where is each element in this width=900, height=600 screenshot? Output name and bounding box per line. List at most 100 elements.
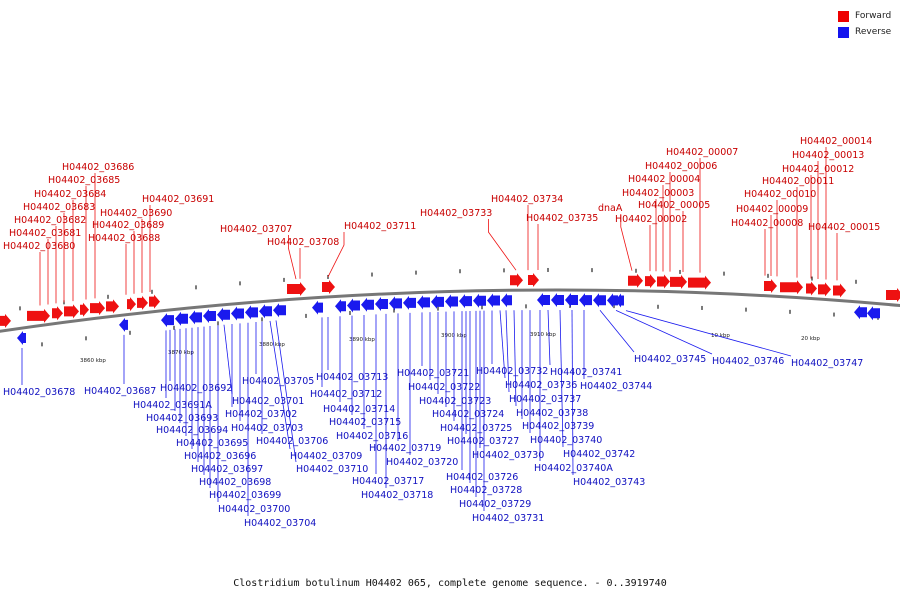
reverse-gene-label: H04402_03692 [160,383,232,394]
reverse-gene-arrow [551,292,564,307]
forward-gene-arrow [645,274,656,289]
forward-gene-arrow [137,295,148,310]
forward-gene-arrow [80,302,89,317]
reverse-gene-arrow [431,294,444,309]
reverse-leader-line [499,310,506,379]
reverse-gene-label: H04402_03736 [505,380,577,391]
reverse-gene-label: H04402_03698 [199,477,271,488]
forward-gene-label: H04402_00009 [736,204,808,215]
forward-leader-line [288,235,297,280]
scale-tick-label: 3890 kbp [349,337,375,343]
forward-gene-arrow [818,282,831,297]
reverse-gene-label: H04402_03744 [580,381,652,392]
forward-gene-label: H04402_03708 [267,237,339,248]
reverse-gene-label: H04402_03694 [156,425,228,436]
reverse-gene-label: H04402_03706 [256,436,328,447]
reverse-gene-arrow [403,295,416,310]
reverse-gene-arrow [203,309,216,324]
forward-gene-arrow [322,279,335,294]
forward-gene-label: H04402_03689 [92,220,164,231]
reverse-gene-label: H04402_03741 [550,367,622,378]
reverse-gene-label: H04402_03738 [516,408,588,419]
forward-gene-label: H04402_00004 [628,174,700,185]
reverse-gene-arrow [615,293,624,308]
forward-gene-label: H04402_03735 [526,213,598,224]
reverse-gene-arrow [189,310,202,325]
reverse-gene-label: H04402_03747 [791,358,863,369]
forward-gene-label: H04402_03681 [9,228,81,239]
forward-gene-arrow [780,280,803,295]
forward-gene-arrow [287,282,306,297]
reverse-gene-label: H04402_03702 [225,409,297,420]
reverse-gene-arrow [579,293,592,308]
forward-gene-label: H04402_03680 [3,241,75,252]
reverse-gene-label: H04402_03678 [3,387,75,398]
forward-genes [0,273,900,328]
reverse-gene-label: H04402_03715 [329,417,401,428]
reverse-gene-label: H04402_03719 [369,443,441,454]
reverse-gene-label: H04402_03721 [397,368,469,379]
forward-gene-label: H04402_03682 [14,215,86,226]
forward-gene-arrow [628,273,643,288]
forward-gene-arrow [528,273,539,288]
reverse-gene-arrow [501,293,512,308]
reverse-gene-arrow [361,297,374,312]
reverse-gene-label: H04402_03740A [534,463,613,474]
reverse-gene-arrow [417,295,430,310]
reverse-labels: H04402_03678 H04402_03687 H04402_03691A H04… [3,354,863,529]
reverse-gene-label: H04402_03731 [472,513,544,524]
reverse-gene-label: H04402_03725 [440,423,512,434]
reverse-gene-label: H04402_03716 [336,431,408,442]
reverse-gene-label: H04402_03739 [522,421,594,432]
forward-gene-arrow [657,274,670,289]
reverse-gene-label: H04402_03726 [446,472,518,483]
forward-leader-line [488,219,517,271]
reverse-gene-arrow [245,305,258,320]
reverse-gene-label: H04402_03740 [530,435,602,446]
reverse-gene-arrow [867,306,880,321]
reverse-leader-line [547,309,551,366]
reverse-gene-label: H04402_03742 [563,449,635,460]
reverse-leader-line [505,310,510,393]
reverse-gene-arrow [607,293,618,308]
forward-gene-label: H04402_00008 [731,218,803,229]
reverse-gene-label: H04402_03745 [634,354,706,365]
forward-gene-label: H04402_03688 [88,233,160,244]
reverse-leader-line [223,324,233,395]
forward-gene-arrow [0,313,11,328]
reverse-gene-arrow [375,297,388,312]
forward-gene-label: H04402_03686 [62,162,134,173]
forward-gene-arrow [670,274,687,289]
reverse-genes [17,292,880,346]
reverse-gene-label: H04402_03709 [290,451,362,462]
reverse-gene-arrow [335,299,346,314]
forward-gene-label: H04402_00011 [762,176,834,187]
reverse-gene-label: H04402_03722 [408,382,480,393]
forward-gene-label: H04402_03683 [23,202,95,213]
forward-leader-line [620,214,633,271]
reverse-gene-label: H04402_03746 [712,356,784,367]
forward-gene-label: H04402_00012 [782,164,854,175]
reverse-leader-line [559,309,564,448]
legend-label-forward: Forward [855,11,892,21]
reverse-gene-label: H04402_03718 [361,490,433,501]
reverse-label-leaders [21,309,792,516]
legend: Forward Reverse [838,8,891,40]
forward-gene-label: H04402_00013 [792,150,864,161]
reverse-gene-arrow [487,293,500,308]
forward-gene-label: H04402_03734 [491,194,563,205]
reverse-gene-arrow [175,311,188,326]
reverse-gene-label: H04402_03700 [218,504,290,515]
reverse-leader-line [615,310,713,355]
legend-item-reverse: Reverse [838,24,891,40]
forward-gene-label: H04402_03691 [142,194,214,205]
scale-tick-label: 3910 kbp [530,332,556,338]
reverse-gene-label: H04402_03729 [459,499,531,510]
reverse-gene-label: H04402_03710 [296,464,368,475]
reverse-gene-label: H04402_03723 [419,396,491,407]
forward-gene-label: H04402_00007 [666,147,738,158]
reverse-leader-line [599,309,635,353]
reverse-gene-arrow [445,294,458,309]
reverse-gene-label: H04402_03704 [244,518,316,529]
reverse-leader-line [625,310,792,357]
